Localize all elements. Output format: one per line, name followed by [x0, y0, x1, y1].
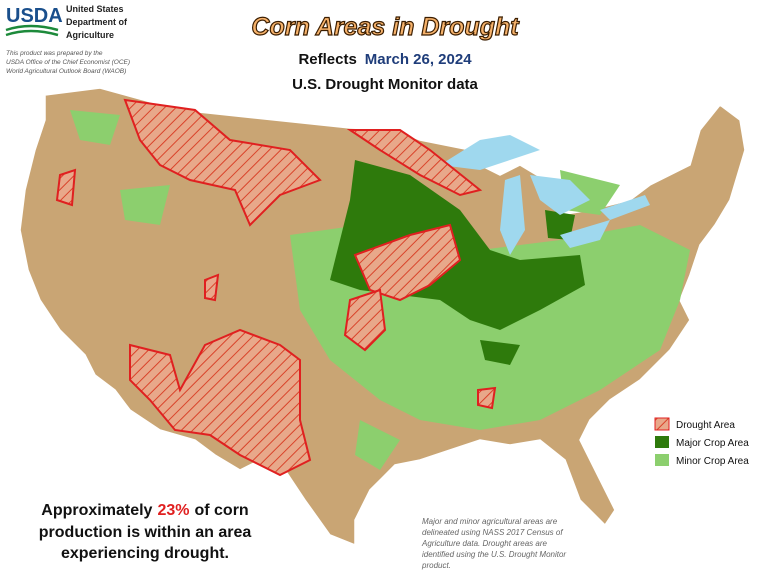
note-line: Major and minor agricultural areas are [422, 517, 558, 526]
summary-highlight: 23% [157, 502, 189, 519]
note-line: identified using the U.S. Drought Monito… [422, 550, 566, 559]
logo: USDA [6, 5, 63, 27]
credit-line: World Agricultural Outlook Board (WAOB) [6, 68, 126, 75]
drought-areas [55, 98, 497, 477]
note-line: product. [421, 561, 451, 570]
map [19, 87, 746, 547]
legend-label: Major Crop Area [676, 438, 749, 449]
credit-line: This product was prepared by the [6, 50, 103, 57]
subtitle: Reflects March 26, 2024 [298, 51, 472, 68]
source: U.S. Drought Monitor data [292, 76, 478, 93]
summary-line: production is within an area [39, 524, 252, 541]
great-lakes [440, 135, 650, 255]
legend: Drought Area Major Crop Area Minor Crop … [654, 417, 749, 467]
legend-swatch [655, 454, 669, 466]
legend-swatch [654, 417, 670, 431]
credit-line: USDA Office of the Chief Economist (OCE) [6, 59, 130, 66]
summary-line: Approximately 23% of corn [41, 502, 248, 519]
legend-swatch [655, 436, 669, 448]
agency-line: United States [66, 4, 124, 14]
date: March 26, 2024 [365, 51, 472, 68]
date-prefix: Reflects [298, 51, 356, 68]
summary-line: experiencing drought. [61, 545, 229, 562]
title: Corn Areas in Drought [251, 13, 520, 41]
legend-label: Minor Crop Area [676, 456, 749, 467]
note-line: delineated using NASS 2017 Census of [422, 528, 563, 537]
agency-line: Agriculture [66, 30, 114, 40]
legend-label: Drought Area [676, 420, 735, 431]
summary-prefix: Approximately [41, 502, 152, 519]
agency-line: Department of [66, 17, 128, 27]
logo-swoosh [5, 24, 59, 37]
summary-rest: of corn [194, 502, 248, 519]
note-line: Agriculture data. Drought areas are [421, 539, 548, 548]
usda-logo: USDA [5, 5, 63, 37]
